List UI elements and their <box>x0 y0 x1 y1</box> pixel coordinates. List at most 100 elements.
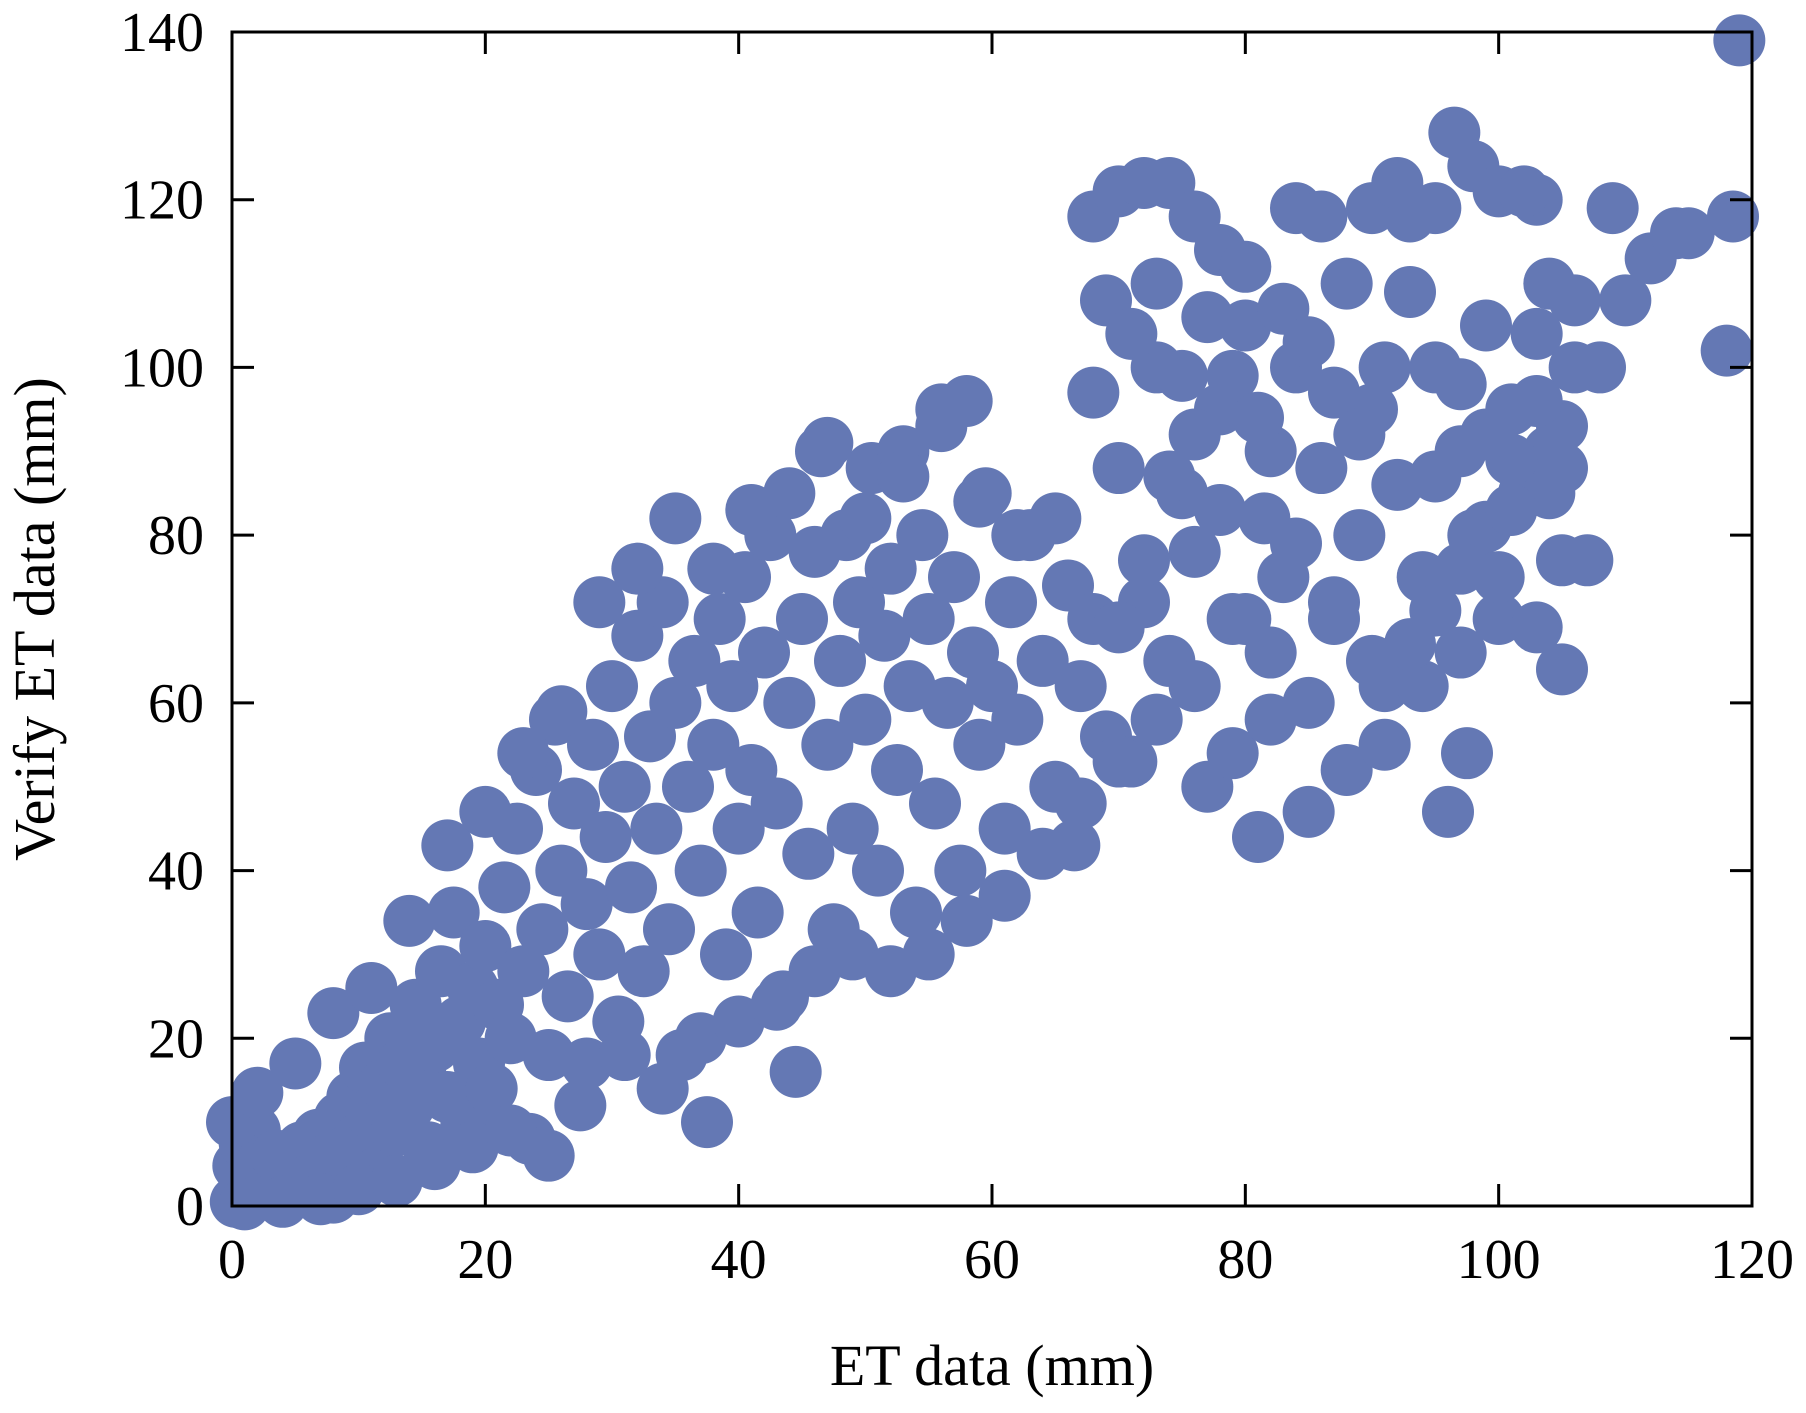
data-point <box>1320 257 1373 310</box>
data-point <box>1358 341 1411 394</box>
data-point <box>814 634 866 687</box>
data-point <box>991 693 1044 746</box>
data-point <box>1282 785 1335 838</box>
data-point <box>1485 483 1538 536</box>
data-point <box>769 1045 822 1098</box>
data-point <box>839 693 892 746</box>
y-tick-label: 100 <box>120 337 204 399</box>
data-point <box>700 928 752 981</box>
data-point <box>1371 156 1424 209</box>
data-point <box>1460 299 1512 352</box>
data-point <box>1219 593 1272 645</box>
data-point <box>1143 450 1196 503</box>
data-point <box>1498 165 1550 218</box>
data-point <box>1168 408 1221 461</box>
data-point <box>826 802 879 855</box>
data-point <box>598 760 651 813</box>
data-points <box>206 14 1766 1231</box>
x-axis: 0 20 40 60 80 100 120 <box>218 32 1794 1291</box>
data-point <box>934 844 987 897</box>
data-point <box>738 626 790 679</box>
data-point <box>579 811 632 864</box>
data-point <box>928 551 980 604</box>
data-point <box>1548 274 1601 327</box>
data-point <box>541 970 594 1023</box>
data-point <box>782 827 835 880</box>
data-point <box>427 886 480 939</box>
data-point <box>598 1029 651 1082</box>
x-tick-label: 80 <box>1217 1229 1273 1291</box>
data-point <box>1054 777 1107 830</box>
data-point <box>1130 257 1183 310</box>
data-point <box>687 718 740 771</box>
data-point <box>1156 349 1208 402</box>
data-point <box>345 961 398 1014</box>
data-point <box>459 785 512 838</box>
data-point <box>269 1037 322 1090</box>
data-point <box>605 861 657 914</box>
data-point <box>1206 349 1259 402</box>
data-point <box>1308 366 1360 419</box>
data-point <box>953 475 1006 528</box>
data-point <box>617 945 670 998</box>
data-point <box>662 760 714 813</box>
data-point <box>871 743 923 796</box>
data-point <box>909 777 961 830</box>
data-point <box>1168 525 1221 578</box>
x-tick-label: 40 <box>711 1229 767 1291</box>
data-point <box>1219 240 1272 293</box>
data-point <box>1510 601 1563 654</box>
data-point <box>256 1175 309 1228</box>
data-point <box>383 894 436 947</box>
data-point <box>231 1066 284 1119</box>
data-point <box>1016 634 1069 687</box>
data-point <box>1346 634 1398 687</box>
x-tick-label: 100 <box>1457 1229 1541 1291</box>
data-point <box>902 928 955 981</box>
x-tick-label: 20 <box>457 1229 513 1291</box>
data-point <box>630 802 683 855</box>
y-tick-label: 120 <box>120 170 204 232</box>
data-point <box>1713 14 1766 67</box>
x-tick-label: 120 <box>1710 1229 1794 1291</box>
data-point <box>852 844 904 897</box>
data-point <box>921 676 974 729</box>
y-tick-label: 80 <box>148 505 204 567</box>
data-point <box>1434 358 1487 411</box>
data-point <box>953 718 1006 771</box>
y-tick-label: 0 <box>176 1176 204 1238</box>
data-point <box>940 894 993 947</box>
data-point <box>1130 693 1183 746</box>
data-point <box>1396 660 1449 713</box>
y-tick-label: 140 <box>120 2 204 64</box>
data-point <box>1358 718 1411 771</box>
data-point <box>763 676 816 729</box>
data-point <box>465 1062 518 1115</box>
data-point <box>801 416 854 469</box>
data-point <box>611 542 664 595</box>
data-point <box>1333 408 1386 461</box>
data-point <box>1295 190 1348 243</box>
y-tick-label: 20 <box>148 1008 204 1070</box>
data-point <box>1232 811 1284 864</box>
data-point <box>649 676 702 729</box>
data-point <box>668 634 721 687</box>
data-point <box>586 660 638 713</box>
x-tick-label: 0 <box>218 1229 246 1291</box>
data-point <box>1434 626 1487 679</box>
y-axis-title: Verify ET data (mm) <box>2 377 67 861</box>
data-point <box>1409 450 1462 503</box>
data-point <box>776 593 828 645</box>
data-point <box>649 492 702 545</box>
data-point <box>693 593 746 645</box>
data-point <box>1067 366 1120 419</box>
data-point <box>915 400 968 453</box>
data-point <box>750 777 803 830</box>
data-point <box>307 987 360 1040</box>
data-point <box>1599 274 1652 327</box>
data-point <box>763 467 816 520</box>
data-point <box>636 1062 689 1115</box>
data-point <box>1092 442 1145 495</box>
data-point <box>516 903 569 956</box>
